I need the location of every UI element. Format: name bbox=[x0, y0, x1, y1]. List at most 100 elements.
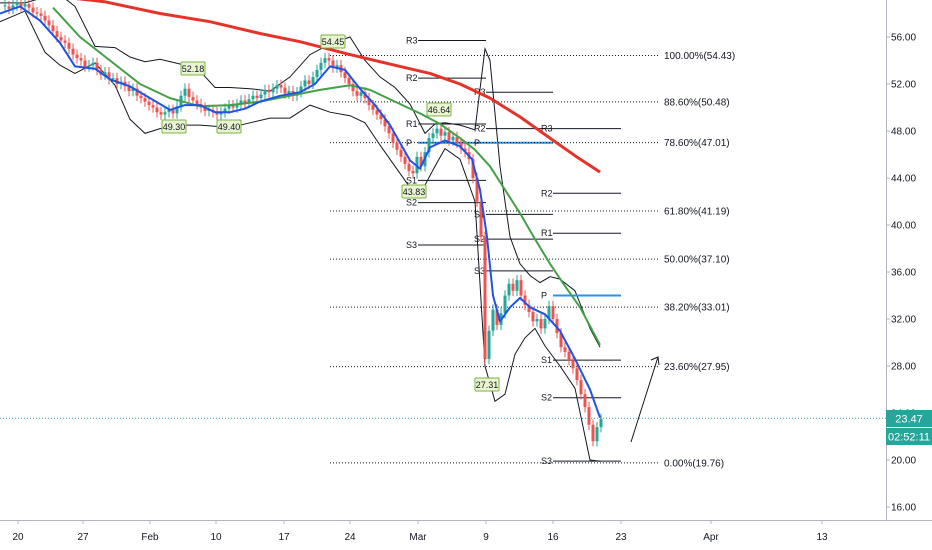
candle-body bbox=[283, 87, 287, 94]
bollinger-lower-band bbox=[0, 10, 601, 462]
candle-body bbox=[523, 295, 527, 305]
hilo-label-box bbox=[474, 377, 500, 392]
countdown-badge bbox=[886, 428, 932, 445]
fib-level-label: 50.00%(37.10) bbox=[664, 255, 730, 266]
candle-body bbox=[111, 78, 115, 80]
hilo-label-box bbox=[320, 34, 346, 49]
candle-body bbox=[543, 319, 547, 329]
candle-body bbox=[551, 306, 555, 319]
candle-body bbox=[143, 98, 147, 102]
price-tick-label: 32.00 bbox=[891, 315, 916, 326]
candle-body bbox=[159, 112, 163, 115]
candle-body bbox=[279, 85, 283, 88]
candle-body bbox=[307, 80, 311, 84]
candle-body bbox=[403, 156, 407, 164]
pivot-label: R3 bbox=[541, 124, 553, 134]
price-tick-label: 52.00 bbox=[891, 80, 916, 91]
bar-countdown-label: 02:52:11 bbox=[888, 432, 930, 444]
hilo-label-box bbox=[216, 119, 242, 134]
candle-body bbox=[539, 319, 543, 329]
candle-body bbox=[559, 333, 563, 348]
price-tick-label: 36.00 bbox=[891, 268, 916, 279]
candle-body bbox=[427, 138, 431, 153]
candle-body bbox=[251, 95, 255, 100]
pivot-label: R3 bbox=[406, 36, 418, 46]
candle-body bbox=[27, 4, 31, 8]
candle-body bbox=[447, 132, 451, 141]
pivot-label: R2 bbox=[474, 124, 486, 134]
candle-body bbox=[419, 156, 423, 167]
candle-body bbox=[183, 88, 187, 96]
candle-body bbox=[547, 306, 551, 319]
fib-level-label: 78.60%(47.01) bbox=[664, 138, 730, 149]
candle-body bbox=[383, 119, 387, 127]
price-tick-label: 28.00 bbox=[891, 362, 916, 373]
candle-body bbox=[75, 54, 79, 59]
candle-body bbox=[375, 109, 379, 115]
candle-body bbox=[191, 96, 195, 101]
hilo-label-text: 43.83 bbox=[403, 187, 426, 197]
candle-body bbox=[311, 76, 315, 84]
date-tick-label: 20 bbox=[12, 532, 24, 543]
fib-level-label: 38.20%(33.01) bbox=[664, 303, 730, 314]
candle-body bbox=[127, 86, 131, 92]
candle-body bbox=[335, 65, 339, 68]
fib-level-label: 100.00%(54.43) bbox=[664, 51, 735, 62]
candle-body bbox=[439, 128, 443, 136]
fib-level-label: 88.60%(50.48) bbox=[664, 97, 730, 108]
candle-body bbox=[15, 2, 19, 6]
candle-body bbox=[511, 283, 515, 291]
hilo-label-box bbox=[426, 102, 452, 117]
candle-body bbox=[267, 89, 271, 93]
candle-body bbox=[87, 65, 91, 67]
fib-level-label: 0.00%(19.76) bbox=[664, 458, 724, 469]
candle-body bbox=[175, 106, 179, 114]
hilo-label-text: 27.31 bbox=[476, 380, 499, 390]
candle-body bbox=[319, 62, 323, 70]
hilo-label-text: 49.40 bbox=[218, 122, 241, 132]
hilo-label-text: 49.30 bbox=[163, 122, 186, 132]
candle-body bbox=[55, 31, 59, 37]
bollinger-upper-band bbox=[0, 0, 601, 348]
candle-body bbox=[215, 112, 219, 115]
date-tick-label: 24 bbox=[344, 532, 356, 543]
candle-body bbox=[323, 58, 327, 63]
candle-body bbox=[459, 142, 463, 149]
candle-body bbox=[483, 236, 487, 359]
candle-body bbox=[47, 20, 51, 26]
price-tick-label: 20.00 bbox=[891, 456, 916, 467]
candle-body bbox=[19, 2, 23, 7]
candle-body bbox=[495, 309, 499, 325]
hilo-label-box bbox=[401, 184, 427, 199]
candle-body bbox=[203, 107, 207, 112]
candle-body bbox=[23, 4, 27, 7]
candle-body bbox=[243, 100, 247, 103]
time-axis[interactable]: 20 27 Feb 10 17 24 Mar 9 16 23 Apr 13 bbox=[12, 520, 828, 543]
candle-body bbox=[79, 58, 83, 61]
pivot-label: R1 bbox=[406, 119, 418, 129]
pivot-label: P bbox=[541, 291, 547, 301]
candle-body bbox=[595, 427, 599, 442]
projection-arrow-line[interactable] bbox=[630, 356, 659, 443]
candle-body bbox=[327, 58, 331, 61]
moving-averages bbox=[0, 0, 601, 419]
candle-body bbox=[31, 7, 35, 13]
candle-body bbox=[591, 424, 595, 442]
pivot-label: R2 bbox=[406, 73, 418, 83]
hilo-label-text: 52.18 bbox=[182, 64, 205, 74]
candle-body bbox=[435, 128, 439, 134]
candle-body bbox=[359, 92, 363, 96]
candle-body bbox=[171, 109, 175, 114]
pivot-label: R2 bbox=[541, 188, 553, 198]
candle-body bbox=[63, 40, 67, 43]
candle-body bbox=[135, 88, 139, 96]
candle-body bbox=[299, 86, 303, 93]
candle-body bbox=[515, 280, 519, 291]
candle-body bbox=[315, 69, 319, 77]
candle-body bbox=[155, 107, 159, 113]
candle-body bbox=[107, 72, 111, 80]
candle-body bbox=[219, 112, 223, 115]
candle-body bbox=[139, 95, 143, 99]
candle-body bbox=[51, 25, 55, 32]
